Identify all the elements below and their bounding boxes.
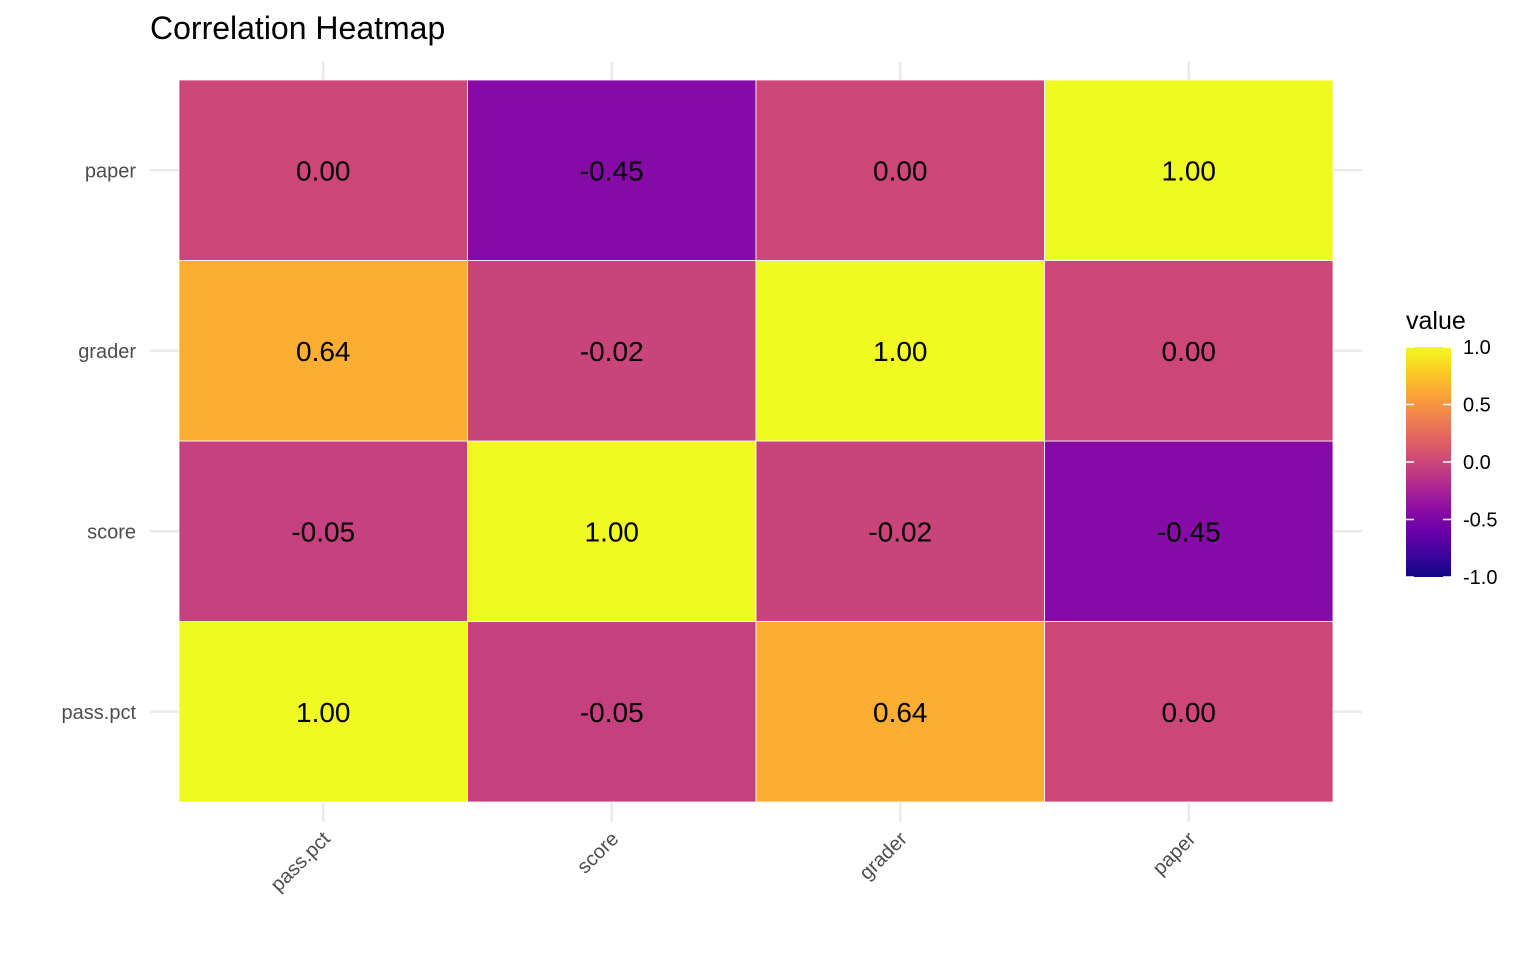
legend-tick-label: -1.0	[1463, 567, 1497, 589]
y-tick-label: pass.pct	[62, 702, 137, 724]
cell-value-label: 0.00	[1162, 697, 1217, 728]
heatmap-cell	[1044, 621, 1334, 803]
cell-value-label: 1.00	[1162, 155, 1217, 186]
heatmap-cell	[755, 260, 1045, 442]
heatmap-cells	[178, 79, 1334, 803]
cell-value-label: 1.00	[585, 516, 640, 547]
cell-value-label: 0.00	[296, 155, 351, 186]
cell-value-label: -0.05	[291, 516, 355, 547]
cell-value-label: 1.00	[296, 697, 351, 728]
cell-value-label: 0.00	[1162, 336, 1217, 367]
legend-tick-label: 1.0	[1463, 337, 1491, 359]
heatmap-cell	[178, 260, 468, 442]
y-axis: pass.pct score grader paper	[62, 160, 137, 724]
chart-title: Correlation Heatmap	[150, 10, 445, 46]
y-tick-label: score	[87, 521, 136, 543]
cell-value-label: -0.45	[580, 155, 644, 186]
x-tick-label: pass.pct	[267, 828, 336, 897]
heatmap-cell	[467, 621, 757, 803]
heatmap-cell	[467, 440, 757, 622]
legend-tick-label: 0.0	[1463, 452, 1491, 474]
x-axis: pass.pct score grader paper	[267, 828, 1201, 897]
heatmap-cell	[755, 621, 1045, 803]
legend-title: value	[1406, 307, 1466, 335]
cell-value-label: 0.64	[873, 697, 928, 728]
heatmap-cell	[178, 621, 468, 803]
legend-tick-label: -0.5	[1463, 510, 1497, 532]
cell-value-label: 1.00	[873, 336, 928, 367]
heatmap-cell	[467, 79, 757, 261]
heatmap-cell	[1044, 440, 1334, 622]
x-tick-label: paper	[1149, 828, 1201, 880]
heatmap-cell	[178, 440, 468, 622]
cell-value-label: 0.64	[296, 336, 351, 367]
x-tick-label: grader	[855, 828, 912, 885]
heatmap-cell	[1044, 79, 1334, 261]
x-tick-label: score	[573, 828, 623, 878]
cell-value-label: -0.02	[868, 516, 932, 547]
y-tick-label: grader	[78, 341, 136, 363]
y-tick-label: paper	[85, 160, 136, 182]
cell-value-label: -0.05	[580, 697, 644, 728]
heatmap-cell	[1044, 260, 1334, 442]
cell-value-labels: 1.00 -0.05 0.64 0.00 -0.05 1.00 -0.02 -0.45 0.64…	[291, 155, 1220, 728]
cell-value-label: 0.00	[873, 155, 928, 186]
color-legend: value 1.0 0.5 0.0 -0.5 -1.0	[1406, 307, 1497, 589]
cell-value-label: -0.02	[580, 336, 644, 367]
legend-tick-label: 0.5	[1463, 395, 1491, 417]
heatmap-cell	[755, 79, 1045, 261]
cell-value-label: -0.45	[1157, 516, 1221, 547]
